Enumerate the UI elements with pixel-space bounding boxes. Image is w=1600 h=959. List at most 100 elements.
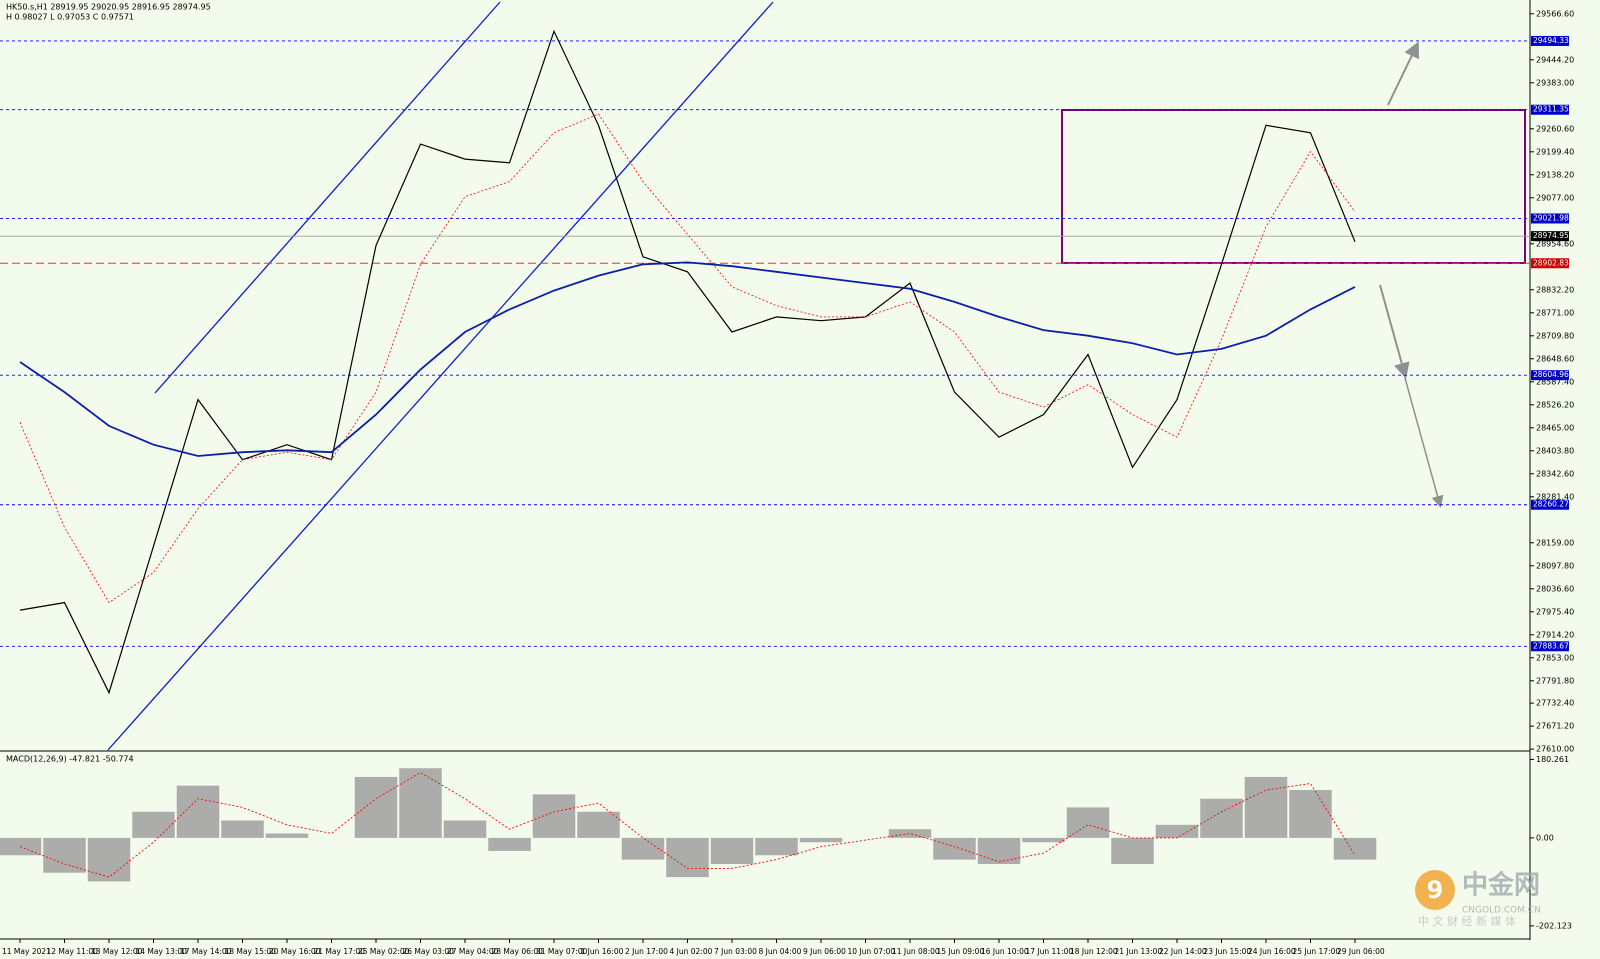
y-tick-label: 180.261 <box>1536 755 1569 764</box>
macd-bar <box>443 820 487 838</box>
symbol-subheader: H 0.98027 L 0.97053 C 0.97571 <box>6 13 134 22</box>
x-tick-label: 18 May 15:00 <box>225 947 277 956</box>
x-tick-label: 2 Jun 17:00 <box>625 947 668 956</box>
macd-bar <box>1333 837 1377 860</box>
y-tick-label: -202.123 <box>1536 921 1572 930</box>
watermark: 9 中金网 CNGOLD.COM.CN 中 文 财 经 新 媒 体 <box>1415 870 1541 928</box>
macd-bar <box>265 833 309 838</box>
y-tick-label: 28771.00 <box>1536 308 1574 317</box>
macd-bar <box>1155 824 1199 838</box>
y-tick-label: 27610.00 <box>1536 745 1574 754</box>
range-box <box>1061 109 1526 264</box>
x-tick-label: 14 May 13:00 <box>136 947 188 956</box>
y-tick-label: 28342.60 <box>1536 469 1574 478</box>
level-box <box>1531 370 1569 381</box>
x-tick-label: 11 Jun 08:00 <box>892 947 940 956</box>
macd-bar <box>87 837 131 882</box>
x-tick-label: 26 May 03:00 <box>403 947 455 956</box>
macd-bar <box>132 811 175 838</box>
macd-bar <box>755 837 798 856</box>
x-tick-label: 7 Jun 03:00 <box>714 947 757 956</box>
level-label: 28902.83 <box>1533 258 1569 267</box>
y-tick-label: 28465.00 <box>1536 423 1574 432</box>
macd-bar <box>577 811 620 838</box>
arrow <box>1387 41 1419 106</box>
macd-bar <box>621 837 665 860</box>
x-tick-label: 20 May 16:00 <box>269 947 321 956</box>
macd-bar <box>1022 837 1065 843</box>
arrow <box>1404 377 1444 508</box>
level-label: 29494.33 <box>1533 36 1569 45</box>
y-tick-label: 27914.20 <box>1536 630 1574 639</box>
y-tick-label: 29260.60 <box>1536 124 1574 133</box>
macd-bar <box>354 776 398 838</box>
watermark-site: CNGOLD.COM.CN <box>1462 906 1541 916</box>
y-tick-label: 27975.40 <box>1536 607 1574 616</box>
watermark-slogan: 中 文 财 经 新 媒 体 <box>1418 914 1516 928</box>
macd-bar <box>399 768 442 838</box>
x-tick-label: 27 May 04:00 <box>447 947 499 956</box>
x-tick-label: 24 Jun 16:00 <box>1248 947 1296 956</box>
y-tick-label: 29383.00 <box>1536 78 1574 87</box>
x-tick-label: 25 Jun 17:00 <box>1293 947 1341 956</box>
y-tick-label: 27853.00 <box>1536 653 1574 662</box>
symbol-header: HK50.s,H1 28919.95 29020.95 28916.95 289… <box>6 3 211 12</box>
level-box <box>1531 258 1569 269</box>
macd-bar <box>43 837 86 873</box>
y-tick-label: 27671.20 <box>1536 722 1574 731</box>
drawings <box>107 1 1526 751</box>
macd-bar <box>1111 837 1154 864</box>
x-tick-label: 10 Jun 07:00 <box>848 947 896 956</box>
macd-bar <box>488 837 531 851</box>
series-line <box>19 29 1356 695</box>
x-tick-label: 28 May 06:00 <box>492 947 544 956</box>
logo <box>1415 870 1455 910</box>
x-tick-label: 22 Jun 14:00 <box>1159 947 1207 956</box>
arrow <box>1379 284 1410 379</box>
level-box <box>1531 104 1569 115</box>
macd-bar <box>666 837 709 878</box>
logo-mark: 9 <box>1427 876 1444 904</box>
x-tick-label: 8 Jun 04:00 <box>759 947 802 956</box>
level-label: 29021.98 <box>1533 213 1569 222</box>
y-tick-label: 29077.00 <box>1536 193 1574 202</box>
x-tick-label: 12 May 11:00 <box>47 947 99 956</box>
x-tick-label: 21 Jun 13:00 <box>1115 947 1163 956</box>
macd-bar <box>221 820 264 838</box>
x-tick-label: 16 Jun 10:00 <box>981 947 1029 956</box>
y-tick-label: 29199.40 <box>1536 147 1574 156</box>
x-tick-label: 29 Jun 06:00 <box>1337 947 1385 956</box>
level-box <box>1531 35 1569 46</box>
macd-bar <box>1066 807 1110 838</box>
series-line <box>19 261 1356 457</box>
y-tick-label: 28281.40 <box>1536 492 1574 501</box>
y-tick-label: 28832.20 <box>1536 285 1574 294</box>
y-tick-label: 29138.20 <box>1536 170 1574 179</box>
level-label: 29311.35 <box>1533 105 1569 114</box>
y-tick-label: 28159.00 <box>1536 538 1574 547</box>
macd-bar <box>977 837 1021 864</box>
level-box <box>1531 213 1569 224</box>
macd-bar <box>799 837 843 843</box>
macd-bar <box>1289 790 1332 838</box>
y-tick-label: 28954.60 <box>1536 239 1574 248</box>
x-tick-label: 11 May 2021 <box>2 947 51 956</box>
x-tick-label: 9 Jun 06:00 <box>803 947 846 956</box>
y-tick-label: 27732.40 <box>1536 699 1574 708</box>
y-tick-label: 28526.20 <box>1536 400 1574 409</box>
macd-bar <box>888 829 932 838</box>
level-label: 27883.67 <box>1533 641 1569 650</box>
level-label: 28604.96 <box>1533 370 1569 379</box>
x-tick-label: 31 May 07:00 <box>536 947 588 956</box>
y-tick-label: 28587.40 <box>1536 377 1574 386</box>
y-tick-label: 27791.80 <box>1536 676 1574 685</box>
y-tick-label: 28648.60 <box>1536 354 1574 363</box>
x-tick-label: 21 May 17:00 <box>314 947 366 956</box>
level-label: 28974.95 <box>1533 231 1569 240</box>
y-tick-label: 28709.80 <box>1536 331 1574 340</box>
macd-bar <box>933 837 976 860</box>
y-tick-label: 28036.60 <box>1536 584 1574 593</box>
y-tick-label: 0.00 <box>1536 833 1554 842</box>
